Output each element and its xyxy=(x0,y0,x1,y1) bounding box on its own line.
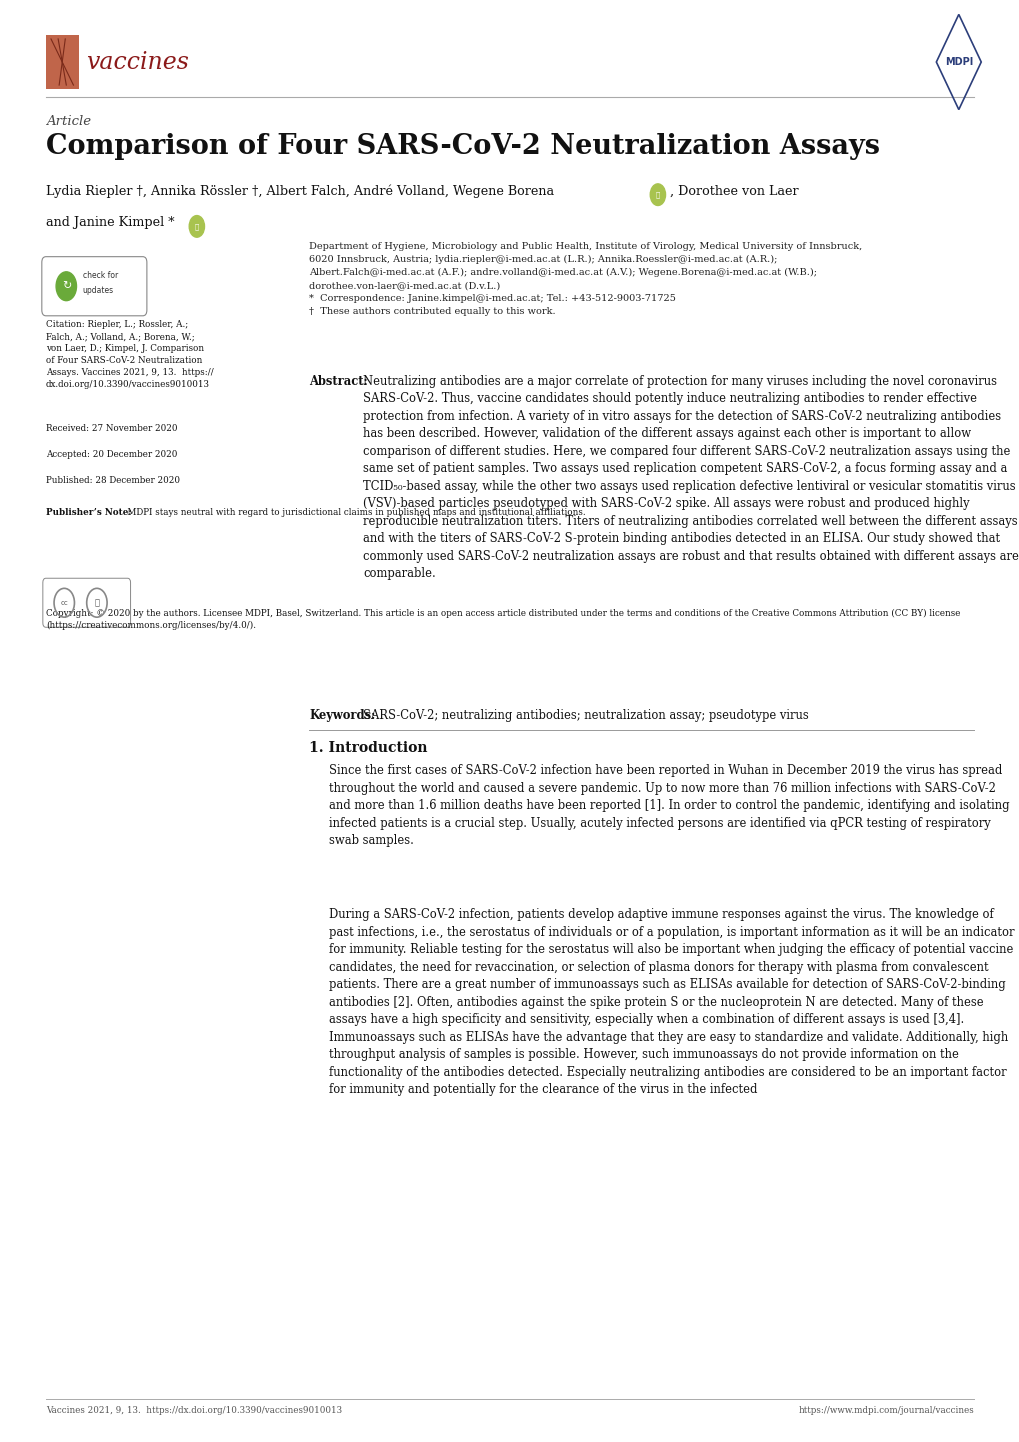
Text: ↻: ↻ xyxy=(61,281,71,291)
Text: vaccines: vaccines xyxy=(86,50,189,74)
Circle shape xyxy=(650,183,665,206)
Text: and Janine Kimpel *: and Janine Kimpel * xyxy=(46,216,174,229)
Text: SARS-CoV-2; neutralizing antibodies; neutralization assay; pseudotype virus: SARS-CoV-2; neutralizing antibodies; neu… xyxy=(363,709,808,722)
Text: Copyright: © 2020 by the authors. Licensee MDPI, Basel, Switzerland. This articl: Copyright: © 2020 by the authors. Licens… xyxy=(46,609,959,630)
Text: check for: check for xyxy=(83,271,118,280)
Text: MDPI stays neutral with regard to jurisdictional claims in published maps and in: MDPI stays neutral with regard to jurisd… xyxy=(122,508,586,516)
Text: Abstract:: Abstract: xyxy=(309,375,368,388)
Circle shape xyxy=(56,271,76,301)
Text: https://www.mdpi.com/journal/vaccines: https://www.mdpi.com/journal/vaccines xyxy=(798,1406,973,1415)
Text: Since the first cases of SARS-CoV-2 infection have been reported in Wuhan in Dec: Since the first cases of SARS-CoV-2 infe… xyxy=(329,764,1009,848)
Text: cc: cc xyxy=(60,600,68,606)
Text: Keywords:: Keywords: xyxy=(309,709,375,722)
Text: Comparison of Four SARS-CoV-2 Neutralization Assays: Comparison of Four SARS-CoV-2 Neutraliza… xyxy=(46,133,879,160)
Text: Vaccines 2021, 9, 13.  https://dx.doi.org/10.3390/vaccines9010013: Vaccines 2021, 9, 13. https://dx.doi.org… xyxy=(46,1406,341,1415)
Text: Received: 27 November 2020: Received: 27 November 2020 xyxy=(46,424,177,433)
Text: updates: updates xyxy=(83,286,114,294)
Text: ⓘ: ⓘ xyxy=(95,598,99,607)
Text: Publisher’s Note:: Publisher’s Note: xyxy=(46,508,131,516)
FancyBboxPatch shape xyxy=(42,257,147,316)
Text: ⓘ: ⓘ xyxy=(195,224,199,229)
Text: Published: 28 December 2020: Published: 28 December 2020 xyxy=(46,476,179,485)
Text: Citation: Riepler, L.; Rossler, A.;
Falch, A.; Volland, A.; Borena, W.;
von Laer: Citation: Riepler, L.; Rossler, A.; Falc… xyxy=(46,320,213,389)
Text: Neutralizing antibodies are a major correlate of protection for many viruses inc: Neutralizing antibodies are a major corr… xyxy=(363,375,1018,581)
Text: , Dorothee von Laer: , Dorothee von Laer xyxy=(669,185,798,198)
Text: Department of Hygiene, Microbiology and Public Health, Institute of Virology, Me: Department of Hygiene, Microbiology and … xyxy=(309,242,861,316)
Text: ⓘ: ⓘ xyxy=(655,192,659,198)
Text: 1. Introduction: 1. Introduction xyxy=(309,741,427,756)
Text: Article: Article xyxy=(46,115,91,128)
Text: MDPI: MDPI xyxy=(944,58,972,66)
Circle shape xyxy=(190,215,205,236)
Text: Accepted: 20 December 2020: Accepted: 20 December 2020 xyxy=(46,450,177,459)
FancyBboxPatch shape xyxy=(46,35,78,89)
Text: Lydia Riepler †, Annika Rössler †, Albert Falch, André Volland, Wegene Borena: Lydia Riepler †, Annika Rössler †, Alber… xyxy=(46,185,557,198)
FancyBboxPatch shape xyxy=(43,578,130,627)
Text: During a SARS-CoV-2 infection, patients develop adaptive immune responses agains: During a SARS-CoV-2 infection, patients … xyxy=(329,908,1014,1096)
